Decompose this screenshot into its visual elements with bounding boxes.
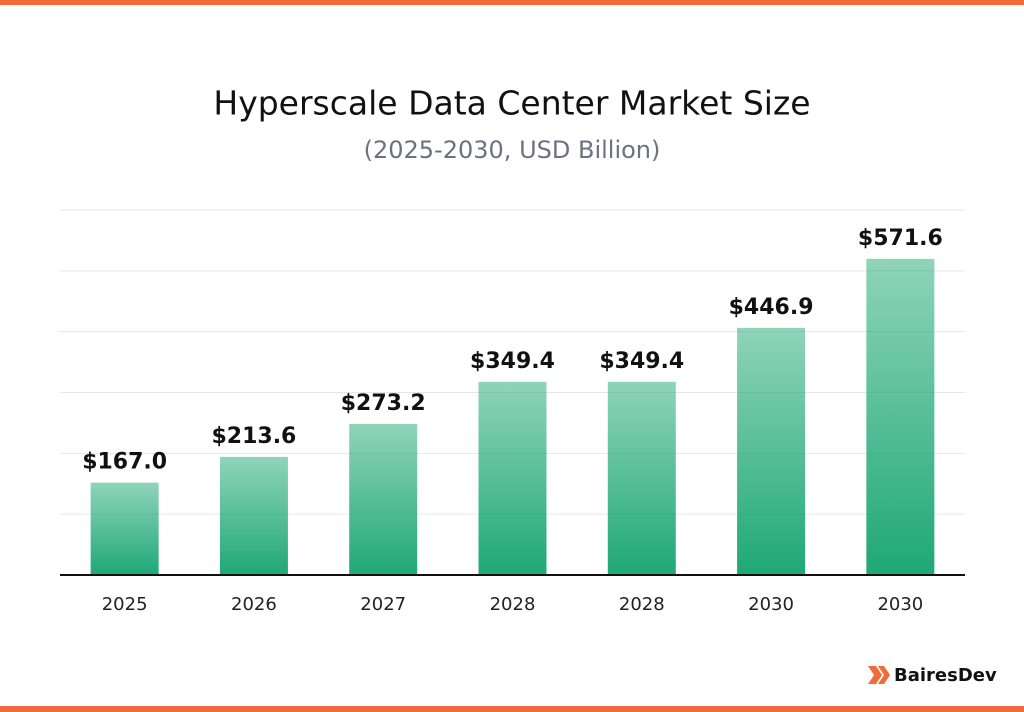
x-tick-label: 2028 (490, 594, 536, 615)
bar (866, 258, 935, 575)
bar (219, 456, 288, 575)
chart-subtitle: (2025-2030, USD Billion) (364, 136, 661, 164)
brand-logo: BairesDev (868, 665, 997, 686)
logo-icon (868, 666, 882, 684)
value-label: $213.6 (211, 424, 296, 449)
x-tick-label: 2028 (619, 594, 665, 615)
logo-icon (878, 666, 890, 684)
bar (349, 423, 418, 575)
x-tick-label: 2030 (877, 594, 923, 615)
bar (478, 381, 547, 575)
value-label: $571.6 (858, 226, 943, 251)
x-tick-label: 2026 (231, 594, 277, 615)
bar (607, 381, 676, 575)
x-tick-label: 2027 (360, 594, 406, 615)
value-label: $167.0 (82, 450, 167, 475)
value-label: $349.4 (470, 349, 555, 374)
bar (737, 327, 806, 575)
bar (90, 482, 159, 575)
value-label: $349.4 (599, 349, 684, 374)
x-tick-label: 2025 (102, 594, 148, 615)
brand-name: BairesDev (894, 665, 997, 686)
chart-title: Hyperscale Data Center Market Size (213, 84, 810, 123)
value-label: $273.2 (341, 391, 426, 416)
bottom-border (0, 706, 1024, 712)
top-border (0, 0, 1024, 5)
x-tick-label: 2030 (748, 594, 794, 615)
value-label: $446.9 (729, 295, 814, 320)
